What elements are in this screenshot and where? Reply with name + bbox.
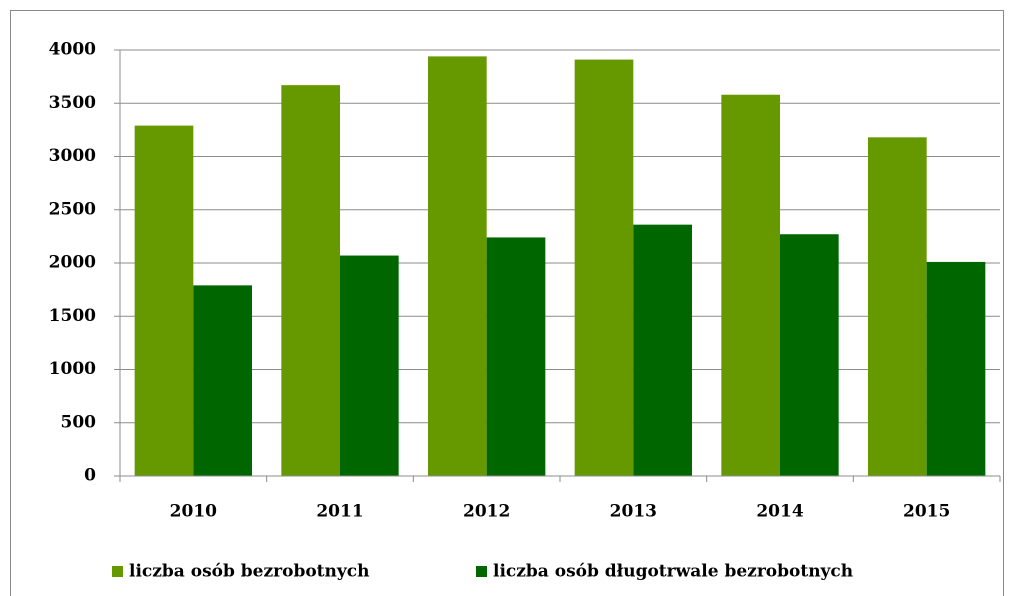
chart-frame [10,10,1004,596]
x-tick-label: 2012 [463,502,510,522]
legend-swatch [112,566,123,577]
bar [780,234,839,476]
x-tick-label: 2015 [903,502,950,522]
x-tick-label: 2014 [756,502,803,522]
y-tick-label: 2500 [49,199,96,219]
y-tick-label: 0 [84,466,96,486]
y-tick-label: 3500 [49,93,96,113]
y-tick-label: 1000 [49,359,96,379]
bar [193,285,252,476]
y-tick-label: 2000 [49,253,96,273]
y-tick-label: 500 [61,412,97,432]
bar [134,125,194,477]
y-tick-label: 4000 [49,40,96,60]
x-tick-label: 2011 [316,502,363,522]
bar [574,59,634,477]
y-tick-label: 1500 [49,306,96,326]
x-tick-label: 2010 [170,502,217,522]
legend-label: liczba osób długotrwale bezrobotnych [493,562,853,582]
bar [633,224,692,476]
bar [428,56,487,476]
bar [340,255,399,476]
bar [281,85,340,477]
legend-label: liczba osób bezrobotnych [129,562,369,582]
y-tick-label: 3000 [49,146,96,166]
bar [926,261,986,476]
bar [868,137,927,476]
legend-swatch [476,566,487,577]
x-tick-label: 2013 [610,502,657,522]
bar [486,237,546,476]
bar [721,94,780,476]
